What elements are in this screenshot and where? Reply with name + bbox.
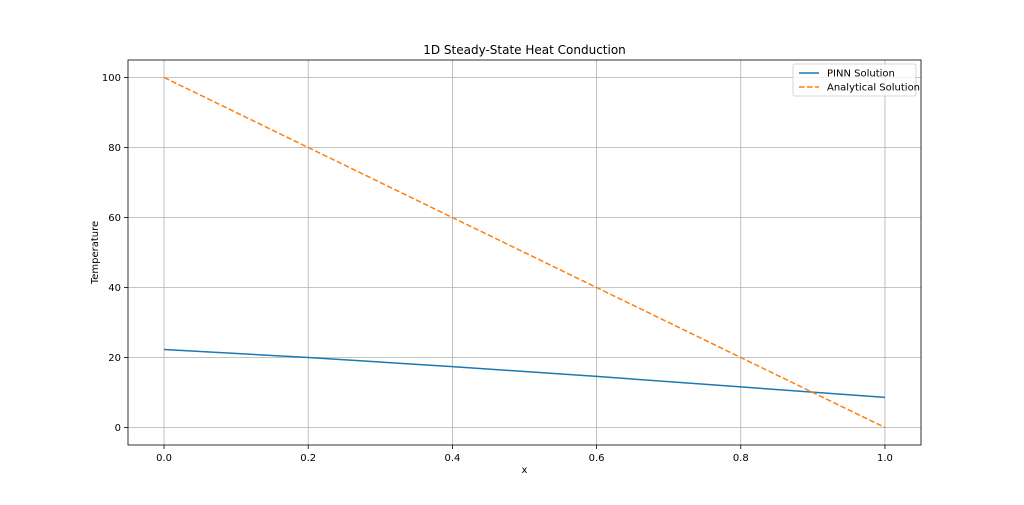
- axes: [127, 59, 922, 446]
- y-axis-label: Temperature: [90, 221, 101, 285]
- legend-label-analytical: Analytical Solution: [827, 83, 920, 94]
- x-tick-label: 0.4: [444, 453, 460, 464]
- x-axis-label: x: [522, 465, 528, 476]
- y-tick-label: 60: [108, 213, 121, 224]
- y-tick-label: 20: [108, 353, 121, 364]
- y-tick-label: 40: [108, 283, 121, 294]
- x-tick-label: 0.2: [300, 453, 316, 464]
- x-tick-label: 0.0: [156, 453, 172, 464]
- y-tick-label: 80: [108, 143, 121, 154]
- y-tick-label: 0: [115, 423, 121, 434]
- grid: [128, 60, 921, 445]
- series-layer: [163, 76, 886, 429]
- series-line-pinn: [164, 348, 886, 399]
- x-tick-label: 0.6: [589, 453, 605, 464]
- legend: PINN Solution Analytical Solution: [792, 63, 920, 97]
- series-line-analytical: [163, 76, 886, 429]
- legend-label-pinn: PINN Solution: [827, 69, 895, 80]
- x-tick-label: 0.8: [733, 453, 749, 464]
- ticks: 0.0 0.2 0.4 0.6 0.8 1.0 0 20 40 60 80 100: [102, 73, 893, 464]
- plot-frame: [127, 59, 922, 446]
- legend-box: [792, 63, 917, 97]
- chart-title: 1D Steady-State Heat Conduction: [423, 43, 626, 57]
- y-tick-label: 100: [102, 73, 121, 84]
- x-tick-label: 1.0: [877, 453, 893, 464]
